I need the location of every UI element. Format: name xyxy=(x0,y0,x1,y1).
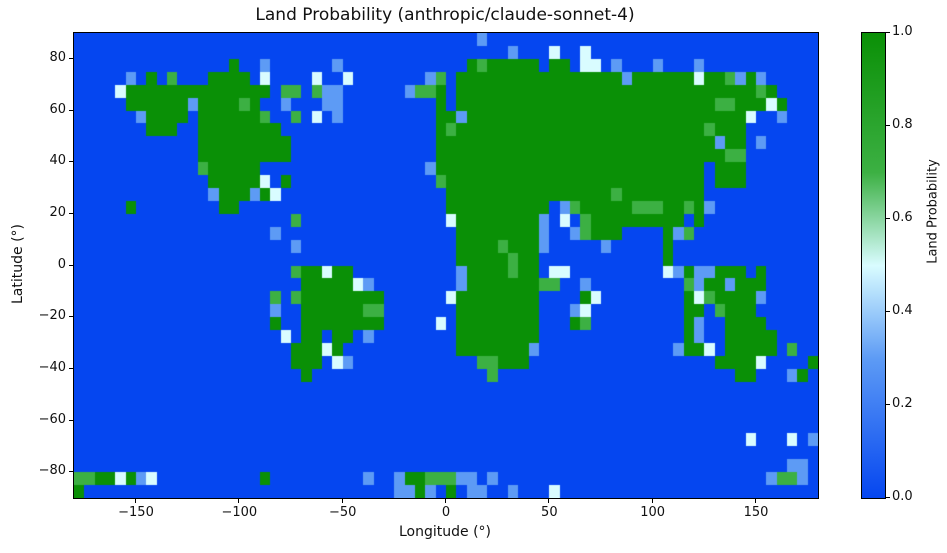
colorbar-tick-mark xyxy=(886,497,890,498)
colorbar-label: Land Probability xyxy=(925,159,941,264)
x-tick-label: 100 xyxy=(640,505,666,520)
x-axis-label: Longitude (°) xyxy=(398,524,491,540)
y-tick-label: −80 xyxy=(38,463,66,479)
colorbar-tick-mark xyxy=(886,311,890,312)
colorbar-tick-label: 0.4 xyxy=(892,303,913,318)
y-tick-mark xyxy=(69,367,73,369)
x-tick-mark xyxy=(445,499,446,503)
x-tick-mark xyxy=(548,499,550,503)
x-tick-mark xyxy=(238,499,240,503)
colorbar-tick-mark xyxy=(886,404,890,405)
y-tick-mark xyxy=(69,419,73,421)
y-tick-mark xyxy=(69,212,73,214)
colorbar-tick-mark xyxy=(886,218,890,219)
x-tick-mark xyxy=(341,499,343,503)
x-tick-mark xyxy=(135,499,136,503)
y-tick-label: −60 xyxy=(38,411,66,427)
colorbar xyxy=(861,32,886,499)
colorbar-tick-label: 1.0 xyxy=(892,24,913,39)
y-tick-label: 20 xyxy=(49,204,66,220)
y-tick-mark xyxy=(69,264,73,266)
colorbar-tick-label: 0.6 xyxy=(892,210,913,225)
y-tick-label: −20 xyxy=(38,308,66,324)
x-tick-label: 0 xyxy=(441,505,451,520)
chart-title: Land Probability (anthropic/claude-sonne… xyxy=(255,5,635,25)
y-tick-mark xyxy=(69,471,73,473)
x-tick-label: −100 xyxy=(221,505,258,520)
y-tick-mark xyxy=(69,316,73,318)
y-tick-label: 40 xyxy=(49,153,66,169)
x-tick-label: −50 xyxy=(328,505,357,520)
colorbar-tick-label: 0.2 xyxy=(892,396,913,411)
x-tick-label: 150 xyxy=(743,505,769,520)
colorbar-tick-label: 0.8 xyxy=(892,117,913,132)
heatmap-canvas xyxy=(74,33,818,498)
y-tick-label: 80 xyxy=(49,49,66,65)
x-tick-label: 50 xyxy=(541,505,558,520)
x-tick-mark xyxy=(651,499,653,503)
y-tick-label: −40 xyxy=(38,359,66,375)
x-tick-label: −150 xyxy=(118,505,154,520)
plot-area xyxy=(73,32,819,499)
y-tick-mark xyxy=(69,109,73,111)
y-tick-label: 0 xyxy=(57,256,66,272)
y-axis-label: Latitude (°) xyxy=(10,224,26,304)
colorbar-tick-label: 0.0 xyxy=(892,489,913,504)
y-tick-mark xyxy=(69,161,73,163)
y-tick-mark xyxy=(69,57,73,59)
y-tick-label: 60 xyxy=(49,101,66,117)
colorbar-tick-mark xyxy=(886,32,890,33)
x-tick-mark xyxy=(755,499,756,503)
colorbar-tick-mark xyxy=(886,125,890,126)
